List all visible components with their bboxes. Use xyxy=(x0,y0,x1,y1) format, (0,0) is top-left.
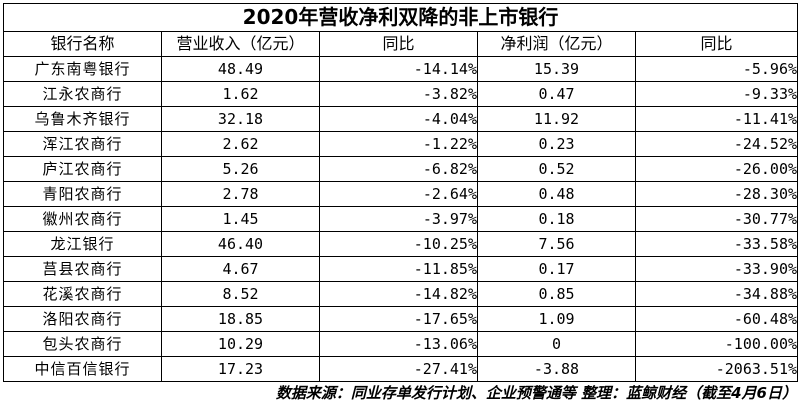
profit-yoy-cell: -30.77% xyxy=(634,206,799,232)
profit-yoy-cell: -2063.51% xyxy=(634,356,799,382)
revenue-cell: 1.45 xyxy=(161,206,320,232)
revenue-yoy-cell: -14.14% xyxy=(319,56,478,82)
header-bank-name: 银行名称 xyxy=(3,31,162,57)
bank-name-cell: 徽州农商行 xyxy=(3,206,162,232)
bank-name-cell: 龙江银行 xyxy=(3,231,162,257)
bank-name-cell: 青阳农商行 xyxy=(3,181,162,207)
table-row: 江永农商行 1.62 -3.82% 0.47 -9.33% xyxy=(3,81,799,107)
table-row: 包头农商行 10.29 -13.06% 0 -100.00% xyxy=(3,331,799,357)
footer-table: 数据来源：同业存单发行计划、企业预警通等 整理：蓝鲸财经（截至4月6日） xyxy=(3,382,797,404)
revenue-yoy-cell: -1.22% xyxy=(319,131,478,157)
bank-name-cell: 浑江农商行 xyxy=(3,131,162,157)
revenue-cell: 1.62 xyxy=(161,81,320,107)
profit-cell: 0.52 xyxy=(477,156,636,182)
profit-cell: 0.85 xyxy=(477,281,636,307)
revenue-cell: 32.18 xyxy=(161,106,320,132)
header-profit: 净利润（亿元） xyxy=(477,31,636,57)
profit-cell: 1.09 xyxy=(477,306,636,332)
revenue-cell: 17.23 xyxy=(161,356,320,382)
footer-row: 数据来源：同业存单发行计划、企业预警通等 整理：蓝鲸财经（截至4月6日） xyxy=(3,382,797,404)
profit-cell: 0.23 xyxy=(477,131,636,157)
profit-yoy-cell: -11.41% xyxy=(634,106,799,132)
profit-cell: -3.88 xyxy=(477,356,636,382)
header-row: 银行名称 营业收入（亿元） 同比 净利润（亿元） 同比 xyxy=(3,31,799,57)
profit-cell: 0.47 xyxy=(477,81,636,107)
profit-yoy-cell: -60.48% xyxy=(634,306,799,332)
table-row: 广东南粤银行 48.49 -14.14% 15.39 -5.96% xyxy=(3,56,799,82)
revenue-yoy-cell: -3.82% xyxy=(319,81,478,107)
revenue-cell: 2.62 xyxy=(161,131,320,157)
revenue-cell: 8.52 xyxy=(161,281,320,307)
revenue-cell: 5.26 xyxy=(161,156,320,182)
revenue-yoy-cell: -2.64% xyxy=(319,181,478,207)
profit-yoy-cell: -24.52% xyxy=(634,131,799,157)
revenue-yoy-cell: -6.82% xyxy=(319,156,478,182)
revenue-yoy-cell: -3.97% xyxy=(319,206,478,232)
profit-yoy-cell: -34.88% xyxy=(634,281,799,307)
source-note: 数据来源：同业存单发行计划、企业预警通等 整理：蓝鲸财经（截至4月6日） xyxy=(275,384,797,402)
revenue-yoy-cell: -14.82% xyxy=(319,281,478,307)
bank-name-cell: 庐江农商行 xyxy=(3,156,162,182)
profit-cell: 0.48 xyxy=(477,181,636,207)
header-revenue-yoy: 同比 xyxy=(319,31,478,57)
bank-name-cell: 乌鲁木齐银行 xyxy=(3,106,162,132)
revenue-yoy-cell: -11.85% xyxy=(319,256,478,282)
revenue-cell: 10.29 xyxy=(161,331,320,357)
revenue-cell: 2.78 xyxy=(161,181,320,207)
bank-name-cell: 中信百信银行 xyxy=(3,356,162,382)
table-row: 花溪农商行 8.52 -14.82% 0.85 -34.88% xyxy=(3,281,799,307)
table-row: 浑江农商行 2.62 -1.22% 0.23 -24.52% xyxy=(3,131,799,157)
bank-name-cell: 包头农商行 xyxy=(3,331,162,357)
table-row: 洛阳农商行 18.85 -17.65% 1.09 -60.48% xyxy=(3,306,799,332)
table-row: 徽州农商行 1.45 -3.97% 0.18 -30.77% xyxy=(3,206,799,232)
profit-yoy-cell: -100.00% xyxy=(634,331,799,357)
table-row: 庐江农商行 5.26 -6.82% 0.52 -26.00% xyxy=(3,156,799,182)
profit-yoy-cell: -33.90% xyxy=(634,256,799,282)
revenue-yoy-cell: -17.65% xyxy=(319,306,478,332)
title-row: 2020年营收净利双降的非上市银行 xyxy=(2,3,799,32)
bank-name-cell: 花溪农商行 xyxy=(3,281,162,307)
profit-yoy-cell: -26.00% xyxy=(634,156,799,182)
profit-yoy-cell: -5.96% xyxy=(634,56,799,82)
revenue-yoy-cell: -4.04% xyxy=(319,106,478,132)
header-revenue: 营业收入（亿元） xyxy=(161,31,320,57)
revenue-yoy-cell: -10.25% xyxy=(319,231,478,257)
bank-name-cell: 洛阳农商行 xyxy=(3,306,162,332)
table-row: 莒县农商行 4.67 -11.85% 0.17 -33.90% xyxy=(3,256,799,282)
revenue-yoy-cell: -27.41% xyxy=(319,356,478,382)
revenue-cell: 4.67 xyxy=(161,256,320,282)
profit-cell: 7.56 xyxy=(477,231,636,257)
table-title: 2020年营收净利双降的非上市银行 xyxy=(2,3,799,32)
revenue-cell: 48.49 xyxy=(161,56,320,82)
profit-cell: 0.18 xyxy=(477,206,636,232)
table-row: 青阳农商行 2.78 -2.64% 0.48 -28.30% xyxy=(3,181,799,207)
profit-cell: 0 xyxy=(477,331,636,357)
table-row: 中信百信银行 17.23 -27.41% -3.88 -2063.51% xyxy=(3,356,799,382)
profit-cell: 0.17 xyxy=(477,256,636,282)
revenue-yoy-cell: -13.06% xyxy=(319,331,478,357)
bank-table: 2020年营收净利双降的非上市银行 银行名称 营业收入（亿元） 同比 净利润（亿… xyxy=(2,3,799,382)
bank-name-cell: 莒县农商行 xyxy=(3,256,162,282)
profit-cell: 11.92 xyxy=(477,106,636,132)
profit-yoy-cell: -28.30% xyxy=(634,181,799,207)
profit-yoy-cell: -9.33% xyxy=(634,81,799,107)
table-row: 乌鲁木齐银行 32.18 -4.04% 11.92 -11.41% xyxy=(3,106,799,132)
profit-yoy-cell: -33.58% xyxy=(634,231,799,257)
bank-name-cell: 江永农商行 xyxy=(3,81,162,107)
header-profit-yoy: 同比 xyxy=(634,31,799,57)
revenue-cell: 18.85 xyxy=(161,306,320,332)
revenue-cell: 46.40 xyxy=(161,231,320,257)
bank-name-cell: 广东南粤银行 xyxy=(3,56,162,82)
profit-cell: 15.39 xyxy=(477,56,636,82)
table-row: 龙江银行 46.40 -10.25% 7.56 -33.58% xyxy=(3,231,799,257)
document-sheet: 2020年营收净利双降的非上市银行 银行名称 营业收入（亿元） 同比 净利润（亿… xyxy=(0,3,800,418)
